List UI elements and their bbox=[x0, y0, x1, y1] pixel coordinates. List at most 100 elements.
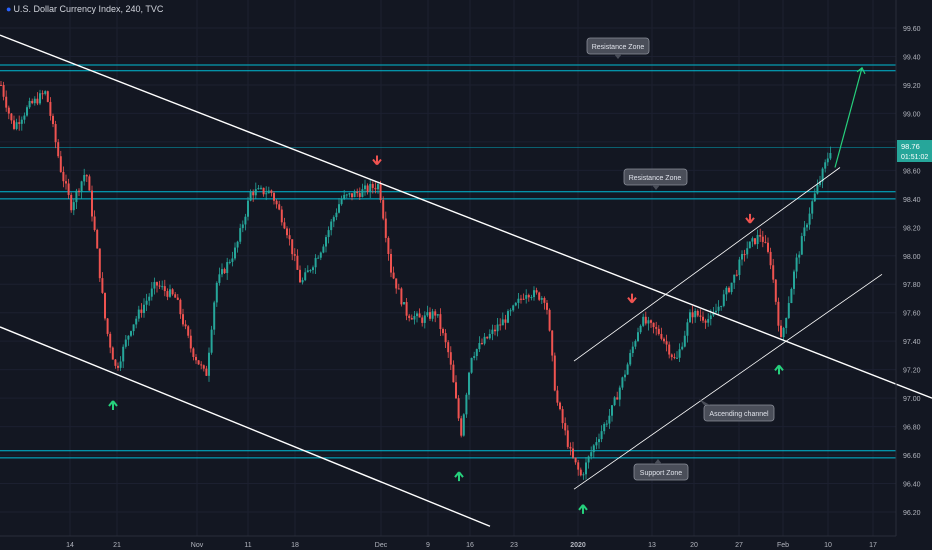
candle-body bbox=[369, 184, 372, 192]
candle-body bbox=[663, 338, 665, 342]
time-tick-label: 13 bbox=[648, 542, 656, 549]
candle-body bbox=[158, 285, 161, 287]
support-zone-label: Support Zone bbox=[640, 470, 683, 477]
candle-body bbox=[670, 354, 673, 358]
trend-line-descending_upper bbox=[0, 34, 932, 399]
countdown-timer: 01:51:02 bbox=[901, 154, 928, 161]
candle-body bbox=[717, 306, 720, 311]
candle-body bbox=[18, 122, 21, 124]
candle-body bbox=[491, 329, 494, 334]
signal-arrows bbox=[108, 155, 784, 514]
price-tick-label: 98.20 bbox=[903, 225, 921, 232]
candle-body bbox=[54, 124, 57, 143]
resistance-mid-callout[interactable]: Resistance Zone bbox=[623, 168, 688, 190]
candle-body bbox=[728, 287, 730, 293]
candle-body bbox=[473, 356, 476, 358]
support-zone-callout[interactable]: Support Zone bbox=[633, 459, 689, 481]
candle-body bbox=[478, 343, 481, 350]
candle-body bbox=[559, 402, 561, 410]
candle-body bbox=[647, 320, 650, 324]
time-tick-label: 17 bbox=[869, 542, 877, 549]
candle-body bbox=[52, 115, 54, 125]
price-tick-label: 97.00 bbox=[903, 396, 921, 403]
candle-body bbox=[803, 227, 806, 237]
candle-body bbox=[808, 213, 811, 225]
candle-body bbox=[345, 194, 348, 196]
candle-body bbox=[111, 347, 114, 360]
candle-body bbox=[179, 299, 182, 315]
candle-body bbox=[624, 374, 626, 378]
candle-body bbox=[140, 309, 143, 313]
candle-body bbox=[65, 181, 67, 184]
candle-body bbox=[709, 315, 712, 320]
candle-body bbox=[488, 333, 491, 339]
price-tick-label: 99.40 bbox=[903, 54, 921, 61]
candle-body bbox=[816, 184, 819, 194]
candle-body bbox=[499, 324, 502, 326]
candle-body bbox=[314, 257, 317, 268]
candle-body bbox=[137, 309, 140, 319]
candle-body bbox=[241, 224, 244, 229]
candle-body bbox=[486, 336, 489, 339]
candle-body bbox=[145, 300, 148, 305]
ascending-channel-callout[interactable]: Ascending channel bbox=[699, 399, 775, 422]
candle-body bbox=[382, 200, 385, 219]
candle-body bbox=[452, 364, 455, 383]
candle-body bbox=[527, 295, 530, 298]
resistance-top-callout[interactable]: Resistance Zone bbox=[586, 37, 650, 59]
candle-body bbox=[655, 327, 658, 329]
candle-body bbox=[83, 175, 86, 182]
price-tick-label: 99.20 bbox=[903, 83, 921, 90]
candle-body bbox=[361, 189, 364, 197]
price-tick-label: 98.60 bbox=[903, 168, 921, 175]
candle-body bbox=[790, 288, 793, 304]
candle-body bbox=[455, 382, 457, 399]
trend-lines bbox=[0, 34, 932, 527]
candle-body bbox=[470, 357, 473, 373]
candle-body bbox=[358, 193, 361, 197]
candle-body bbox=[678, 349, 681, 358]
candle-body bbox=[504, 319, 507, 323]
candle-body bbox=[351, 193, 353, 198]
candle-body bbox=[288, 235, 291, 240]
candle-body bbox=[418, 313, 421, 318]
candle-body bbox=[395, 278, 398, 289]
candle-body bbox=[462, 414, 465, 436]
candle-body bbox=[569, 446, 572, 449]
candle-body bbox=[423, 315, 426, 323]
candle-body bbox=[626, 364, 629, 375]
down-arrow-icon bbox=[627, 293, 637, 304]
candle-body bbox=[769, 251, 772, 266]
up-arrow-icon bbox=[578, 504, 588, 514]
price-tick-label: 99.60 bbox=[903, 26, 921, 33]
candles bbox=[0, 80, 832, 480]
candle-body bbox=[738, 259, 741, 275]
candle-body bbox=[824, 162, 827, 169]
candle-body bbox=[215, 282, 218, 303]
candle-body bbox=[317, 257, 320, 259]
candle-body bbox=[621, 377, 624, 388]
price-axis[interactable]: 99.6099.4099.2099.0098.8098.6098.4098.20… bbox=[903, 26, 921, 517]
candle-body bbox=[631, 346, 634, 354]
candle-body bbox=[746, 248, 749, 255]
candle-body bbox=[403, 302, 405, 305]
candle-body bbox=[618, 387, 621, 400]
price-tick-label: 97.60 bbox=[903, 311, 921, 318]
candle-body bbox=[299, 269, 301, 283]
price-tick-label: 96.80 bbox=[903, 425, 921, 432]
candle-body bbox=[764, 241, 767, 243]
time-tick-label: 20 bbox=[690, 542, 698, 549]
candle-body bbox=[67, 183, 70, 195]
candle-body bbox=[405, 302, 408, 316]
candle-body bbox=[733, 274, 736, 283]
candle-body bbox=[390, 254, 392, 273]
candle-body bbox=[730, 282, 733, 293]
candle-body bbox=[548, 309, 551, 331]
candle-body bbox=[335, 212, 338, 218]
symbol-dot-icon: ● bbox=[6, 4, 12, 14]
time-axis[interactable]: 14 21 Nov 11 18 Dec 9 16 23 2020 13 20 27 Feb 10 17 bbox=[66, 542, 877, 549]
candle-body bbox=[195, 356, 197, 361]
candle-body bbox=[829, 153, 832, 159]
price-tick-label: 98.40 bbox=[903, 197, 921, 204]
